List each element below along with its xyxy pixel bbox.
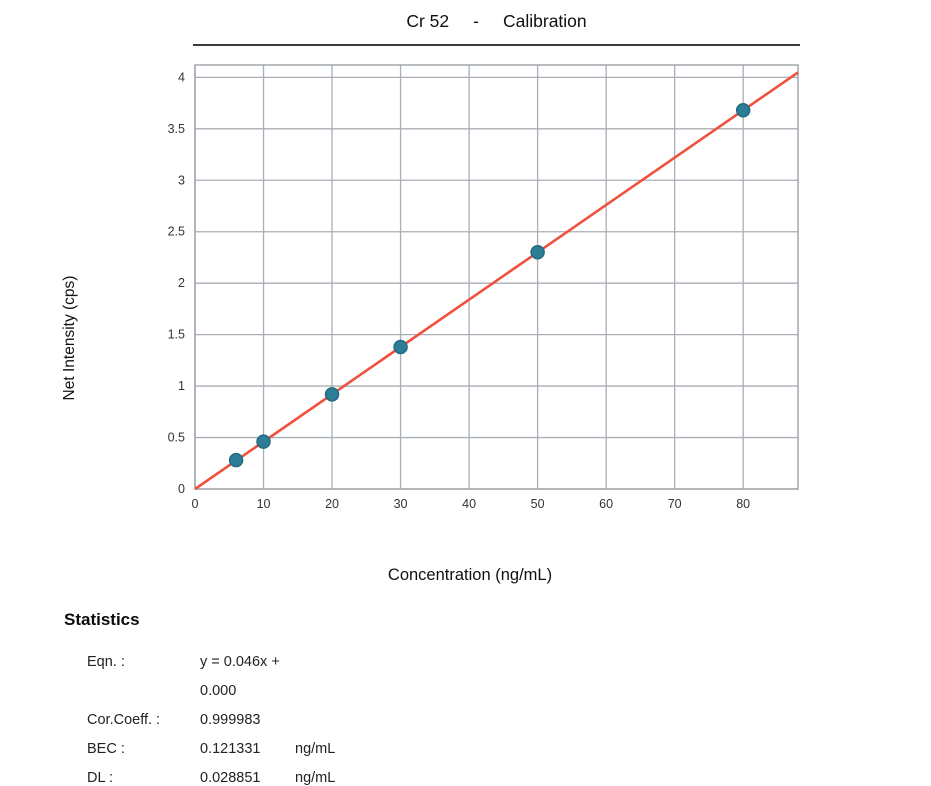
stat-label: BEC : bbox=[87, 741, 125, 757]
stat-unit: ng/mL bbox=[295, 741, 336, 757]
chart-title-separator: - bbox=[473, 11, 479, 31]
x-tick-label: 80 bbox=[736, 497, 750, 511]
statistics-heading: Statistics bbox=[64, 610, 140, 629]
y-tick-label: 1.5 bbox=[168, 328, 185, 342]
chart-title: Cr 52 - Calibration bbox=[193, 11, 800, 32]
y-tick-label: 2.5 bbox=[168, 225, 185, 239]
y-tick-label: 3.5 bbox=[168, 122, 185, 136]
x-axis-title: Concentration (ng/mL) bbox=[387, 566, 553, 584]
x-tick-label: 70 bbox=[668, 497, 682, 511]
data-point bbox=[735, 103, 751, 118]
stat-unit bbox=[295, 706, 335, 735]
stat-row: Eqn. : y = 0.046x + 0.000 bbox=[87, 648, 335, 706]
stat-row: DL : 0.028851 ng/mL bbox=[87, 764, 335, 786]
data-point bbox=[530, 245, 545, 260]
x-tick-label: 10 bbox=[257, 497, 271, 511]
data-point bbox=[228, 452, 244, 468]
x-tick-label: 20 bbox=[325, 497, 339, 511]
y-tick-label: 2 bbox=[178, 276, 185, 290]
statistics-table: Eqn. : y = 0.046x + 0.000 Cor.Coeff. : 0.99… bbox=[87, 648, 335, 786]
stat-unit: ng/mL bbox=[295, 770, 336, 786]
plot-frame bbox=[194, 64, 799, 490]
y-axis-title: Net Intensity (cps) bbox=[61, 275, 78, 401]
chart-title-element: Cr 52 bbox=[406, 11, 450, 31]
x-tick-label: 60 bbox=[599, 497, 613, 511]
stat-row: BEC : 0.121331 ng/mL bbox=[87, 735, 335, 764]
stat-label: Eqn. : bbox=[87, 654, 125, 670]
stat-row: Cor.Coeff. : 0.999983 bbox=[87, 706, 335, 735]
stat-value: 0.028851 bbox=[200, 770, 261, 786]
data-point bbox=[324, 387, 340, 402]
stat-unit bbox=[295, 648, 335, 706]
x-tick-label: 50 bbox=[531, 497, 545, 511]
stat-label: Cor.Coeff. : bbox=[87, 712, 161, 728]
data-point bbox=[393, 339, 408, 355]
y-tick-label: 0.5 bbox=[168, 431, 185, 445]
stat-value: y = 0.046x + 0.000 bbox=[200, 654, 280, 699]
x-tick-label: 0 bbox=[192, 497, 199, 511]
x-tick-label: 30 bbox=[394, 497, 408, 511]
statistics-section: Statistics Eqn. : y = 0.046x + 0.000 Cor.C… bbox=[64, 610, 335, 786]
y-tick-label: 3 bbox=[178, 173, 185, 187]
y-tick-label: 0 bbox=[178, 482, 185, 496]
stat-value: 0.121331 bbox=[200, 741, 261, 757]
stat-value: 0.999983 bbox=[200, 712, 261, 728]
y-tick-label: 1 bbox=[178, 379, 185, 393]
calibration-chart: 0 10 20 30 40 50 60 70 80 0 0.5 1 1.5 2 2.5 3 3.5 4 bbox=[168, 64, 799, 511]
y-tick-label: 4 bbox=[178, 70, 185, 84]
stat-label: DL : bbox=[87, 770, 114, 786]
title-underline bbox=[193, 44, 800, 46]
x-tick-label: 40 bbox=[462, 497, 476, 511]
data-point bbox=[256, 434, 271, 449]
chart-title-label: Calibration bbox=[502, 11, 587, 31]
regression-line bbox=[194, 71, 799, 491]
